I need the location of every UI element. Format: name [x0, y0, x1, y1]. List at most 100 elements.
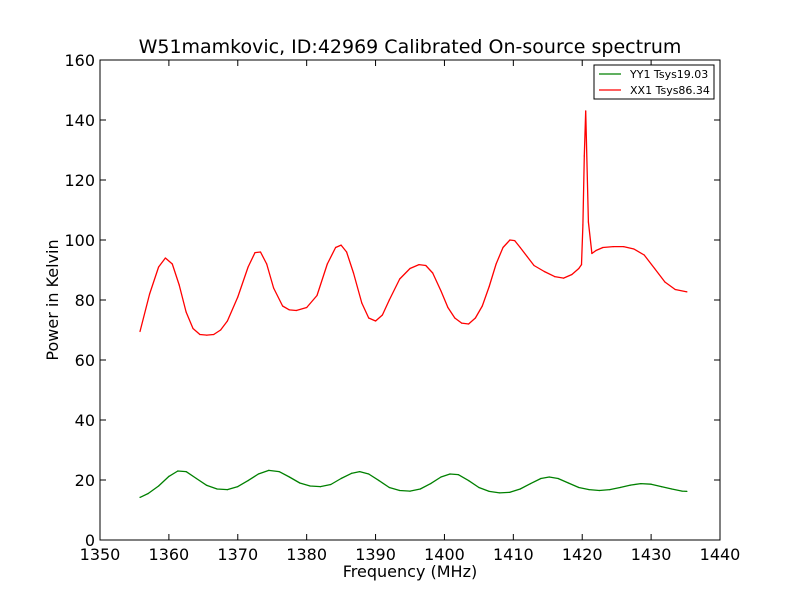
data-point-1-46 — [488, 285, 490, 288]
data-point-0-30 — [440, 476, 442, 478]
data-point-1-25 — [335, 246, 337, 249]
data-point-1-1 — [149, 293, 151, 295]
data-point-0-12 — [257, 473, 259, 475]
data-point-1-8 — [199, 333, 201, 336]
data-point-0-19 — [330, 483, 332, 486]
data-point-1-52 — [526, 255, 528, 258]
data-point-1-62 — [585, 110, 587, 112]
data-point-1-34 — [399, 278, 401, 280]
data-point-1-28 — [352, 272, 355, 274]
data-point-0-27 — [409, 490, 411, 492]
data-point-0-8 — [216, 488, 218, 490]
data-point-0-32 — [457, 474, 459, 476]
legend-label-xx1: XX1 Tsys86.34 — [630, 84, 710, 97]
data-point-0-38 — [519, 488, 521, 490]
data-point-0-37 — [509, 491, 511, 493]
data-point-1-17 — [266, 263, 268, 265]
data-point-1-13 — [237, 296, 239, 298]
data-point-0-43 — [567, 482, 570, 484]
data-point-1-73 — [674, 288, 676, 291]
data-point-0-49 — [629, 484, 632, 486]
data-point-0-25 — [388, 486, 390, 489]
y-tick-label-8: 160 — [64, 51, 95, 70]
data-point-1-14 — [247, 266, 249, 268]
data-point-1-53 — [533, 264, 535, 267]
data-point-1-45 — [481, 305, 483, 307]
x-tick-label-4: 1390 — [355, 545, 396, 564]
y-tick-label-2: 40 — [75, 411, 95, 430]
data-point-1-59 — [580, 264, 583, 266]
data-point-1-54 — [543, 270, 545, 273]
data-point-1-29 — [361, 302, 363, 304]
data-point-1-2 — [158, 266, 160, 268]
data-point-0-50 — [640, 483, 642, 485]
data-point-1-27 — [346, 251, 348, 253]
data-point-0-5 — [185, 471, 187, 473]
x-tick-label-8: 1430 — [631, 545, 672, 564]
data-point-0-26 — [399, 489, 401, 492]
data-point-1-19 — [282, 305, 284, 307]
data-point-0-11 — [247, 480, 249, 482]
data-point-0-44 — [578, 486, 580, 489]
data-point-0-15 — [288, 476, 290, 478]
y-tick-label-0: 0 — [85, 531, 95, 550]
data-point-1-57 — [571, 273, 573, 276]
data-point-0-17 — [309, 485, 311, 487]
data-point-1-18 — [273, 287, 275, 289]
data-point-0-33 — [468, 480, 470, 482]
data-point-0-20 — [340, 477, 342, 480]
data-point-0-39 — [530, 483, 532, 485]
data-point-1-20 — [288, 309, 290, 311]
data-point-0-16 — [299, 482, 301, 484]
data-point-0-2 — [158, 485, 160, 487]
data-point-1-30 — [368, 317, 370, 319]
y-tick-label-1: 20 — [75, 471, 95, 490]
x-tick-label-5: 1400 — [424, 545, 465, 564]
data-point-1-55 — [554, 276, 556, 278]
data-point-1-44 — [474, 317, 476, 319]
data-point-1-16 — [259, 251, 262, 253]
data-point-1-3 — [164, 257, 166, 259]
data-point-1-60 — [582, 224, 584, 226]
legend-label-yy1: YY1 Tsys19.03 — [629, 68, 708, 81]
data-point-1-71 — [654, 267, 656, 270]
data-point-0-55 — [686, 490, 688, 492]
data-point-1-32 — [381, 314, 383, 316]
x-tick-label-7: 1420 — [562, 545, 603, 564]
data-point-1-50 — [514, 240, 516, 242]
data-point-1-48 — [502, 246, 504, 249]
data-point-0-14 — [278, 471, 280, 473]
data-point-1-26 — [340, 244, 342, 246]
x-tick-label-1: 1360 — [149, 545, 190, 564]
data-point-0-1 — [147, 492, 149, 495]
data-point-0-6 — [195, 477, 197, 480]
data-point-1-65 — [595, 249, 597, 252]
data-point-0-36 — [499, 492, 501, 494]
data-point-0-35 — [488, 490, 490, 492]
data-point-1-22 — [306, 306, 308, 309]
y-tick-label-4: 80 — [75, 291, 95, 310]
y-tick-label-5: 100 — [64, 231, 95, 250]
data-point-0-4 — [177, 470, 179, 472]
data-point-1-23 — [316, 294, 318, 297]
data-point-1-7 — [192, 327, 194, 330]
x-tick-label-9: 1440 — [700, 545, 741, 564]
data-point-0-46 — [598, 489, 601, 492]
x-tick-label-3: 1380 — [286, 545, 327, 564]
data-point-0-10 — [237, 486, 239, 488]
data-point-1-42 — [461, 322, 463, 324]
data-point-1-56 — [563, 277, 565, 279]
data-point-1-37 — [425, 264, 427, 267]
data-point-0-51 — [650, 483, 652, 485]
x-axis-label: Frequency (MHz) — [343, 562, 477, 581]
data-point-0-13 — [268, 469, 270, 471]
data-point-1-70 — [643, 254, 645, 256]
data-point-0-54 — [681, 490, 683, 492]
series-layer — [139, 110, 688, 498]
data-point-1-51 — [519, 246, 521, 249]
data-point-1-33 — [388, 299, 390, 301]
data-point-0-40 — [540, 477, 542, 480]
y-tick-label-3: 60 — [75, 351, 95, 370]
